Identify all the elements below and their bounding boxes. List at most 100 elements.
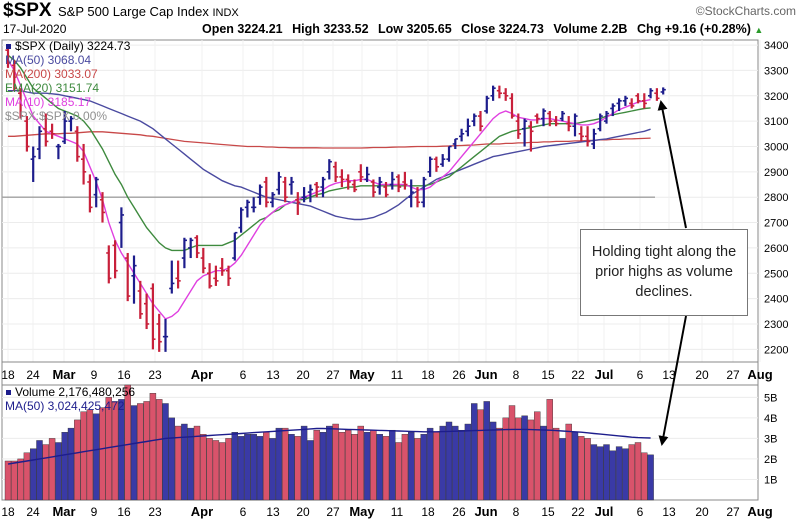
ohlc-bar xyxy=(402,171,408,190)
volume-ma xyxy=(7,427,651,465)
legend-swatch-price xyxy=(6,44,11,49)
ohlc-bar xyxy=(414,187,421,208)
ohlc-bar xyxy=(427,156,433,177)
ohlc-bar xyxy=(616,98,622,111)
x-tick-label: 20 xyxy=(695,368,709,382)
volume-bar xyxy=(42,444,49,501)
volume-bar xyxy=(527,419,535,501)
x-tick-label-bottom: Jul xyxy=(595,504,614,519)
x-tick-label: 9 xyxy=(91,368,98,382)
x-axis: 18 18 24 24 Mar Mar 9 9 16 16 23 23 Apr Apr 6 6 13 13 20 20… xyxy=(1,367,772,519)
ohlc-bar xyxy=(93,176,99,208)
price-tick-label: 2700 xyxy=(764,218,788,230)
x-tick-label-bottom: 20 xyxy=(296,505,310,519)
x-tick-label: 26 xyxy=(452,368,466,382)
ohlc-bar xyxy=(490,85,496,101)
ohlc-bar xyxy=(591,128,597,150)
symbol-label: $SPX xyxy=(3,0,52,21)
volume-bar xyxy=(124,384,131,501)
ohlc-bar xyxy=(622,95,628,106)
ohlc-bar xyxy=(484,95,490,114)
ohlc-bar xyxy=(213,265,219,286)
ma50-line xyxy=(8,89,651,221)
volume-bar xyxy=(256,436,264,501)
x-tick-label-bottom: 22 xyxy=(571,505,585,519)
ohlc-bar xyxy=(257,184,263,205)
legend-swatch-volume xyxy=(6,390,11,395)
volume-bar xyxy=(162,403,169,501)
legend-ma50: MA(50) 3068.04 xyxy=(5,53,91,67)
ohlc-bar xyxy=(364,166,370,182)
volume-bar xyxy=(401,434,409,501)
x-tick-label-bottom: 13 xyxy=(662,505,676,519)
volume-value: Volume 2.2B xyxy=(553,22,628,36)
ohlc-bar xyxy=(301,187,307,203)
ohlc-bar xyxy=(553,116,559,127)
volume-bar xyxy=(357,425,364,501)
volume-bar xyxy=(332,423,339,501)
ohlc-bar xyxy=(578,126,584,142)
volume-bar xyxy=(294,436,301,501)
close-value: Close 3224.73 xyxy=(461,22,544,36)
legend-volume: Volume 2,176,480,256 xyxy=(15,385,135,399)
volume-bar xyxy=(181,423,188,501)
open-value: Open 3224.21 xyxy=(202,22,283,36)
ohlc-bar xyxy=(528,121,534,152)
price-tick-label: 3200 xyxy=(764,91,788,103)
volume-bar xyxy=(345,429,352,501)
x-tick-label: Jul xyxy=(595,367,614,382)
x-tick-label: 11 xyxy=(391,368,404,382)
ohlc-bar xyxy=(238,207,244,233)
volume-bar xyxy=(137,403,144,501)
x-tick-label: 18 xyxy=(421,368,435,382)
ohlc-bar xyxy=(314,181,320,198)
ohlc-bar xyxy=(36,126,43,160)
ohlc-bar xyxy=(11,60,17,91)
volume-bar xyxy=(30,448,37,501)
ohlc-bar xyxy=(270,192,276,208)
x-tick-label-bottom: Jun xyxy=(474,504,497,519)
volume-bar xyxy=(471,403,478,501)
legend-ratio: $SPX:$SPX 0.00% xyxy=(5,109,107,123)
high-value: High 3233.52 xyxy=(292,22,369,36)
ohlc-bar xyxy=(629,98,635,109)
volume-bar xyxy=(408,432,415,501)
ohlc-bar xyxy=(477,110,484,132)
volume-bar xyxy=(218,442,226,501)
ohlc-bar xyxy=(131,255,137,304)
volume-bar xyxy=(590,444,598,501)
ohlc-bar xyxy=(43,113,49,147)
ohlc-bar xyxy=(276,171,282,195)
ohlc-bar xyxy=(200,247,206,274)
volume-bar xyxy=(111,401,119,501)
ohlc-summary: Open 3224.21 High 3233.52 Low 3205.65 Cl… xyxy=(202,22,763,36)
price-tick-label: 2300 xyxy=(764,319,788,331)
volume-bar xyxy=(483,401,490,501)
volume-bar xyxy=(4,460,12,501)
ohlc-bar xyxy=(654,88,660,101)
volume-bar xyxy=(458,429,465,501)
price-tick-label: 2400 xyxy=(764,294,788,306)
volume-bar xyxy=(92,413,100,501)
ohlc-bar xyxy=(421,176,427,208)
volume-bar xyxy=(584,438,591,501)
volume-bar xyxy=(496,427,503,501)
x-tick-label: 13 xyxy=(662,368,676,382)
volume-bar xyxy=(552,427,560,501)
legend-ma10: MA(10) 3185.17 xyxy=(5,95,91,109)
price-tick-label: 3400 xyxy=(764,40,788,52)
ohlc-bars xyxy=(5,47,666,352)
arrow-to-volume xyxy=(658,315,687,446)
volume-bar xyxy=(559,438,566,501)
volume-bar xyxy=(67,427,75,501)
x-tick-label: 13 xyxy=(266,368,280,382)
ohlc-bar xyxy=(358,164,364,182)
price-tick-label: 2800 xyxy=(764,192,788,204)
x-tick-label-bottom: 8 xyxy=(513,505,520,519)
volume-bar xyxy=(17,458,24,501)
ohlc-bar xyxy=(471,113,477,127)
x-tick-label-bottom: May xyxy=(349,504,375,519)
ohlc-bar xyxy=(55,143,61,160)
volume-bar xyxy=(99,407,106,501)
legend-price: $SPX (Daily) 3224.73 xyxy=(15,39,131,53)
